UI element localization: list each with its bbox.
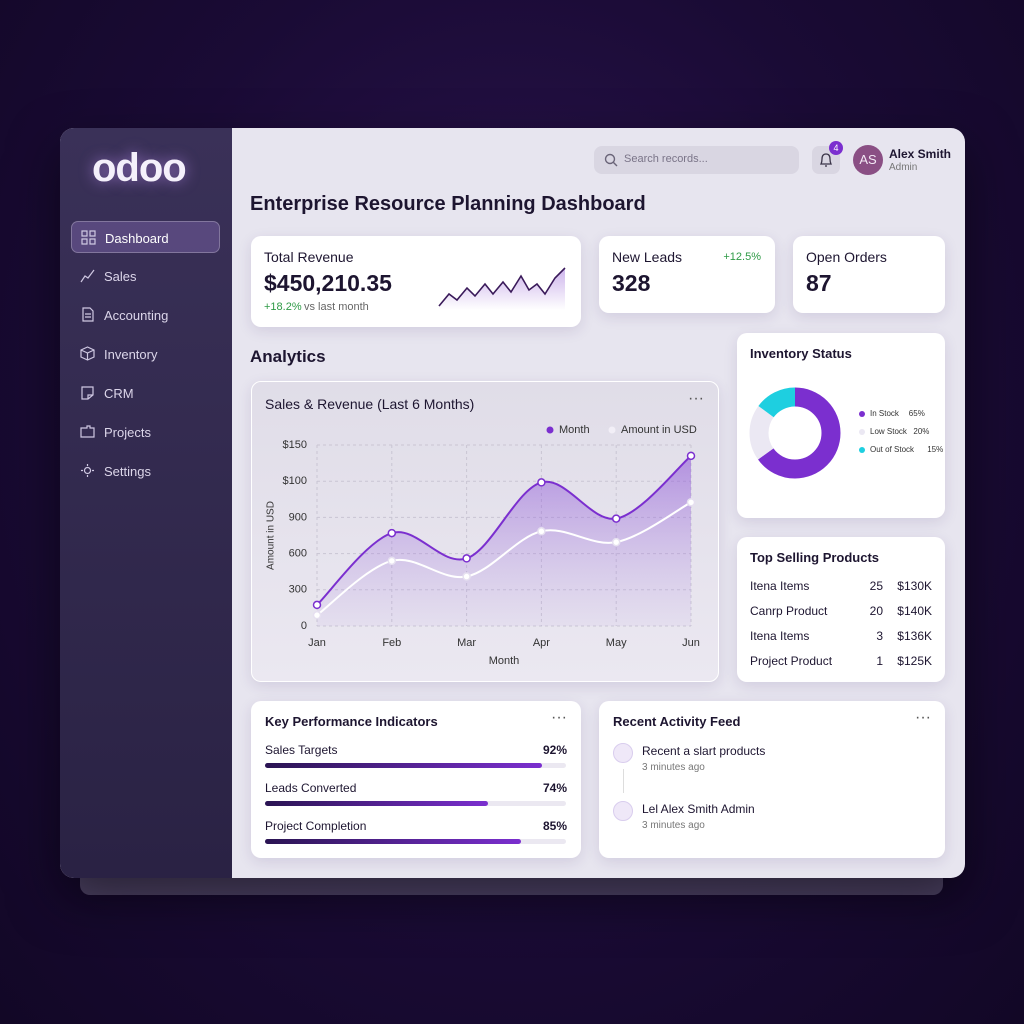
nav-item[interactable]: Dashboard [71, 221, 220, 253]
nav-icon [80, 269, 95, 283]
timeline-line [623, 769, 624, 793]
card-value: 328 [612, 270, 651, 296]
kpi-label: 92% [542, 743, 567, 757]
orders-card: Open Orders 87 [793, 236, 945, 313]
product-amount: $125K [897, 654, 932, 668]
chart-title: Sales & Revenue (Last 6 Months) [265, 396, 475, 412]
nav-item[interactable]: Inventory [71, 338, 220, 370]
user-name: Alex Smith [889, 147, 952, 161]
nav-label: Inventory [104, 347, 158, 362]
leads-card: New Leads +12.5% 328 [599, 236, 775, 313]
kpi-label: 85% [542, 819, 567, 833]
nav-item[interactable]: Sales [71, 260, 220, 292]
search-placeholder: Search records... [624, 153, 708, 165]
card-title: New Leads [612, 249, 683, 265]
bell-icon [819, 153, 833, 167]
product-name: Canrp Product [750, 604, 828, 618]
nav-label: Projects [104, 425, 151, 440]
nav-label: CRM [104, 386, 134, 401]
card-value: 87 [806, 270, 832, 296]
more-button[interactable]: ··· [688, 390, 704, 407]
nav-icon [82, 307, 94, 322]
search-box[interactable]: Search records... [594, 146, 799, 174]
nav-item[interactable]: Accounting [71, 299, 220, 331]
product-amount: $140K [897, 604, 932, 618]
nav-icon [80, 425, 95, 438]
activity-card: Recent Activity Feed ··· Recent a slart … [599, 701, 945, 858]
nav-icon [81, 386, 94, 400]
page-title: Enterprise Resource Planning Dashboard [250, 193, 646, 215]
kpi-card: Key Performance Indicators ··· Sales Tar… [251, 701, 581, 858]
progress-bar [265, 839, 521, 844]
search-icon [604, 153, 618, 167]
inventory-card: Inventory Status [737, 333, 945, 518]
logo: odoo [92, 146, 187, 190]
card-title: Total Revenue [264, 249, 354, 265]
sparkline [438, 267, 566, 310]
kpi-name: Sales Targets [265, 743, 338, 757]
card-title: Open Orders [806, 249, 887, 265]
activity-time: 3 minutes ago [642, 820, 705, 831]
more-button[interactable]: ··· [915, 709, 931, 726]
progress-bar [265, 763, 542, 768]
product-qty: 20 [869, 604, 883, 618]
nav-label: Settings [104, 464, 151, 479]
nav-icon [81, 464, 94, 477]
product-qty: 3 [876, 629, 883, 643]
products-card: Top Selling Products Itena Items 25 $130K C… [737, 537, 945, 682]
kpi-label: 74% [542, 781, 567, 795]
card-change-note: vs last month [304, 301, 369, 313]
revenue-card: Total Revenue $450,210.35 +18.2% vs last… [251, 236, 581, 327]
activity-time: 3 minutes ago [642, 762, 705, 773]
more-button[interactable]: ··· [551, 709, 567, 726]
nav-label: Accounting [104, 308, 169, 323]
card-title: Top Selling Products [750, 550, 880, 565]
nav-label: Dashboard [105, 231, 169, 246]
product-name: Itena Items [750, 579, 810, 593]
card-title: Inventory Status [750, 346, 852, 361]
nav-item[interactable]: CRM [71, 377, 220, 409]
notification-count: 4 [829, 141, 843, 155]
activity-text: Lel Alex Smith Admin [642, 802, 755, 816]
section-heading: Analytics [250, 347, 326, 366]
card-value: $450,210.35 [264, 270, 392, 296]
product-qty: 25 [869, 579, 883, 593]
nav-icon [80, 346, 95, 361]
card-change: +18.2% [264, 301, 302, 313]
product-amount: $130K [897, 579, 932, 593]
product-amount: $136K [897, 629, 932, 643]
user-role: Admin [889, 162, 918, 173]
nav-label: Sales [104, 269, 137, 284]
product-name: Project Product [750, 654, 833, 668]
progress-bar [265, 801, 488, 806]
kpi-name: Project Completion [265, 819, 367, 833]
card-change: +12.5% [723, 251, 761, 263]
activity-text: Recent a slart products [642, 744, 766, 758]
card-title: Key Performance Indicators [265, 714, 438, 729]
notification-button[interactable]: 4 [812, 141, 843, 174]
activity-icon [613, 801, 633, 821]
product-qty: 1 [876, 654, 883, 668]
product-name: Itena Items [750, 629, 810, 643]
nav-item[interactable]: Settings [71, 455, 220, 487]
avatar[interactable]: AS [853, 145, 883, 175]
sidebar [60, 128, 232, 878]
nav-item[interactable]: Projects [71, 416, 220, 448]
card-title: Recent Activity Feed [613, 714, 741, 729]
activity-icon [613, 743, 633, 763]
kpi-name: Leads Converted [265, 781, 357, 795]
nav-icon [81, 230, 96, 245]
chart-card: Sales & Revenue (Last 6 Months) ··· [251, 381, 719, 682]
